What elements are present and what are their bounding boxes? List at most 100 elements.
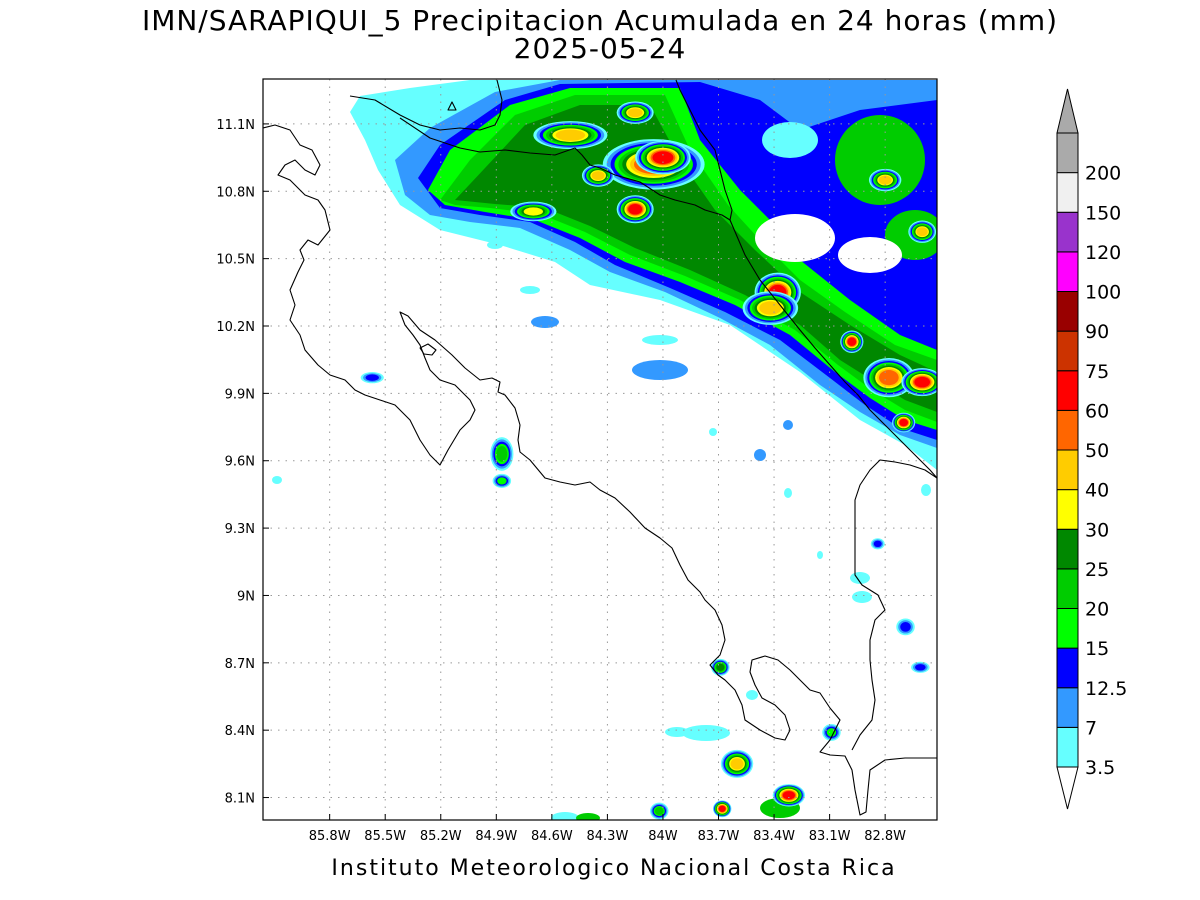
- y-tick-label: 10.8N: [216, 185, 255, 200]
- precip-cell: [581, 164, 615, 187]
- precip-cell: [892, 412, 916, 433]
- x-tick-label: 83.7W: [698, 829, 740, 844]
- precip-cell: [840, 330, 864, 353]
- precip-band-25mm: [455, 105, 937, 412]
- precip-cell-ring: [365, 374, 379, 381]
- colorbar-swatch: [1056, 370, 1079, 411]
- precip-cell-ring: [627, 108, 643, 118]
- precip-shower: [817, 551, 823, 559]
- precip-cell: [533, 121, 608, 150]
- colorbar-label: 30: [1085, 519, 1109, 541]
- colorbar-label: 200: [1085, 163, 1121, 185]
- precip-cell: [360, 372, 384, 384]
- nicaragua-border: [399, 79, 733, 221]
- panama-border: [851, 459, 937, 751]
- y-tick-label: 9.9N: [225, 387, 255, 402]
- precip-cell-ring: [716, 663, 725, 671]
- precip-cell-ring: [497, 477, 507, 485]
- colorbar-label: 120: [1085, 242, 1121, 264]
- precip-shower: [576, 813, 600, 820]
- colorbar-swatch: [1056, 291, 1079, 332]
- precip-cell-ring: [730, 758, 744, 770]
- precip-cell: [616, 101, 654, 124]
- precip-cell: [742, 291, 799, 325]
- colorbar-label: 150: [1085, 202, 1121, 224]
- colorbar-swatch: [1056, 489, 1079, 530]
- precip-gap: [838, 237, 902, 273]
- y-tick-label: 10.5N: [216, 253, 255, 268]
- colorbar-over-arrow: [1056, 88, 1079, 134]
- coastlines: [263, 79, 937, 816]
- precip-shower: [272, 476, 282, 484]
- precip-shower: [520, 286, 540, 294]
- plot-frame: [262, 78, 938, 821]
- y-axis: 11.1N 10.8N 10.5N 10.2N 9.9N 9.6N 9.3N 9N 8.7N 8.…: [216, 118, 269, 807]
- precip-cell: [896, 618, 915, 636]
- colorbar-label: 60: [1085, 400, 1109, 422]
- precip-cell-ring: [523, 207, 543, 216]
- precip-band-ne-patch: [835, 115, 925, 205]
- small-island: [447, 101, 457, 111]
- precip-cell-ring: [555, 129, 586, 141]
- colorbar-label: 7: [1085, 717, 1097, 739]
- precip-shower: [746, 690, 758, 700]
- precip-cell: [492, 473, 512, 488]
- precipitation-shading: [272, 80, 937, 820]
- credit-footer: Instituto Meteorologico Nacional Costa R…: [331, 856, 897, 881]
- precip-cell-ring: [916, 227, 928, 237]
- precip-shower: [531, 316, 559, 328]
- precip-cell: [908, 220, 937, 243]
- colorbar-label: 50: [1085, 440, 1109, 462]
- precip-shower: [551, 812, 579, 820]
- colorbar-swatch: [1056, 330, 1079, 372]
- precip-cell: [490, 437, 514, 471]
- precip-cell: [868, 168, 902, 192]
- precip-cell-ring: [591, 171, 605, 181]
- precip-cell-ring: [914, 376, 931, 388]
- precip-cell: [911, 661, 930, 673]
- precip-cell-ring: [718, 805, 726, 812]
- precip-shower: [642, 335, 678, 345]
- lake-nicaragua-shore: [349, 79, 503, 131]
- colorbar-label: 75: [1085, 361, 1109, 383]
- colorbar-label: 12.5: [1085, 678, 1127, 700]
- precip-shower: [784, 488, 792, 498]
- colorbar-under-arrow: [1056, 766, 1079, 810]
- precip-cell: [822, 724, 841, 741]
- colorbar-label: 15: [1085, 638, 1109, 660]
- colorbar-swatch: [1056, 608, 1079, 649]
- precip-cell-ring: [900, 622, 911, 632]
- precip-cell: [772, 784, 806, 807]
- colorbar-label: 25: [1085, 559, 1109, 581]
- map-date: 2025-05-24: [513, 32, 687, 65]
- colorbar-label: 20: [1085, 599, 1109, 621]
- y-tick-label: 9.6N: [225, 455, 255, 470]
- x-tick-label: 82.8W: [864, 829, 906, 844]
- precip-cell-ring: [652, 151, 674, 164]
- colorbar-swatch: [1056, 172, 1079, 213]
- precip-cell-ring: [496, 446, 508, 462]
- precip-cell-ring: [759, 301, 782, 315]
- pacific-coastline: [263, 124, 937, 816]
- y-tick-label: 9.3N: [225, 522, 255, 537]
- precip-cell: [635, 140, 691, 175]
- x-tick-label: 85.5W: [364, 829, 406, 844]
- precip-cell-ring: [782, 791, 795, 800]
- colorbar-label: 3.5: [1085, 757, 1115, 779]
- x-tick-label: 85.8W: [309, 829, 351, 844]
- colorbar-label: 90: [1085, 321, 1109, 343]
- colorbar-swatch: [1056, 211, 1079, 253]
- x-tick-label: 84W: [648, 829, 678, 844]
- colorbar-label: 100: [1085, 282, 1121, 304]
- precip-cell-ring: [878, 370, 899, 386]
- x-axis: 85.8W 85.5W 85.2W 84.9W 84.6W 84.3W 84W 83.7W 83…: [309, 814, 906, 844]
- y-tick-label: 8.1N: [225, 792, 255, 807]
- map-title: IMN/SARAPIQUI_5 Precipitacion Acumulada …: [141, 4, 1059, 37]
- colorbar-swatch: [1056, 449, 1079, 491]
- precip-cell-ring: [914, 664, 926, 671]
- nicoya-island: [419, 343, 437, 356]
- colorbar-swatch: [1056, 568, 1079, 609]
- precip-gap: [762, 122, 818, 158]
- colorbar-swatch: [1056, 409, 1079, 451]
- precip-cell-ring: [873, 540, 882, 548]
